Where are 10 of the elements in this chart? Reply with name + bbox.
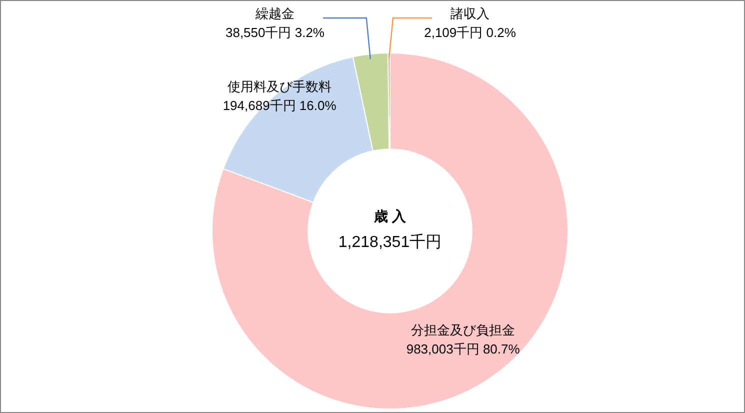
slice-label: 繰越金 xyxy=(254,6,294,21)
slice-label: 諸収入 xyxy=(450,6,490,21)
data-label: 194,689千円 16.0% xyxy=(222,98,337,113)
data-label: 2,109千円 0.2% xyxy=(424,25,516,40)
text: 歳 入 xyxy=(373,208,407,224)
slice-label: 分担金及び負担金 xyxy=(411,322,516,338)
data-label: 38,550千円 3.2% xyxy=(225,25,325,40)
text: 1,218,351千円 xyxy=(338,233,442,251)
slice-label: 使用料及び手数料 xyxy=(228,78,332,94)
data-label: 983,003千円 80.7% xyxy=(406,341,520,356)
